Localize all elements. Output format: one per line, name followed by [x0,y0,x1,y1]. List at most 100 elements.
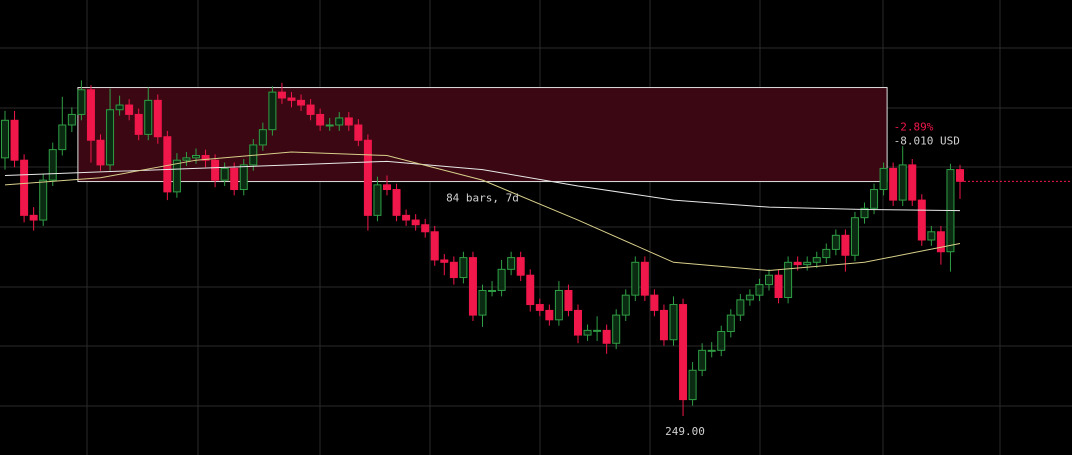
candle-body [86,89,95,141]
candle-body [621,294,630,316]
candle-body [153,99,162,138]
candle-body [172,159,181,193]
candle-body [860,207,869,219]
candle-body [144,99,153,135]
candle-body [659,309,668,341]
candle-body [230,167,239,191]
candle-body [344,117,353,126]
candle-body [707,349,716,352]
candle-body [287,97,296,101]
candle-body [736,299,745,316]
candle-body [726,314,735,333]
candle-body [392,189,401,216]
candle-body [134,113,143,135]
candle-body [564,289,573,311]
candle-body [745,294,754,301]
change-label: -8.010 USD [894,135,960,148]
candle-body [870,189,879,209]
candle-body [889,167,898,201]
candle-body [831,234,840,250]
candle-body [277,91,286,99]
candle-body [383,184,391,191]
candle-body [602,329,611,344]
candle-body [488,289,497,292]
candle-body [908,164,917,201]
candle-body [468,257,477,316]
candle-body [850,217,859,256]
candle-body [373,184,382,216]
candle-body [115,104,124,111]
candle-body [220,167,229,181]
candle-body [593,329,602,332]
candle-body [640,261,649,296]
bars-label: 84 bars, 7d [446,192,519,205]
candle-body [545,309,554,321]
candle-body [268,91,277,131]
measure-box [77,87,888,183]
candle-body [297,99,306,106]
moving-average [4,160,961,212]
candle-body [258,129,267,146]
candle-body [39,179,48,221]
candle-body [440,259,449,263]
candle-body [841,234,850,256]
low-label: 249.00 [665,425,705,438]
candle-body [211,159,220,181]
candle-body [936,231,945,253]
candle-body [650,294,659,311]
candle-body [717,331,726,351]
candle-body [106,109,115,166]
moving-average [4,151,961,272]
candle-body [67,113,76,126]
candle-body [411,219,420,226]
candle-body [583,329,592,336]
candle-body [822,248,831,259]
candle-body [306,104,315,115]
candle-body [182,157,191,161]
candle-body [516,257,525,276]
candle-body [335,117,344,126]
candle-body [927,231,936,241]
candle-body [1,119,9,159]
candle-body [765,274,773,286]
candle-body [774,274,783,299]
candle-body [29,214,38,221]
candle-body [956,169,964,182]
candle-body [679,304,688,401]
candle-body [497,268,506,291]
candle-body [755,284,764,296]
candle-body [554,289,563,321]
candle-body [125,104,134,115]
candle-body [363,139,372,216]
percent-label: -2.89% [894,121,934,134]
candle-body [421,224,430,233]
candle-body [535,304,544,311]
candle-body [402,214,411,221]
candle-body [698,349,707,371]
candle-body [192,155,200,159]
candle-body [58,124,67,151]
candle-body [459,257,468,279]
candle-body [10,119,19,161]
candle-body [201,155,210,161]
candle-body [688,369,697,401]
candle-body [793,261,802,266]
candle-body [803,261,812,266]
candle-body [669,304,678,341]
candle-body [612,314,621,344]
candle-body [917,199,926,241]
candle-body [77,89,86,115]
candle-body [20,159,29,216]
candle-body [478,289,487,316]
candle-body [163,136,172,193]
candle-body [48,149,57,181]
candle-body [507,257,516,270]
candle-body [784,261,793,299]
candle-body [898,164,907,201]
candle-body [430,231,439,261]
candle-body [631,261,640,296]
candle-body [96,139,105,166]
candle-body [316,113,325,126]
